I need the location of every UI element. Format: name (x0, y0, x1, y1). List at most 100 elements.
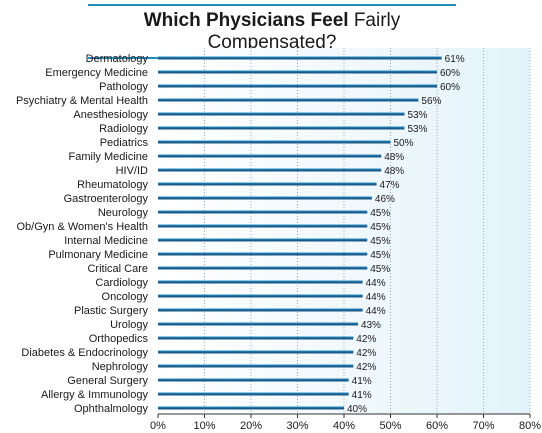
value-label: 41% (352, 376, 372, 387)
bar (158, 70, 437, 74)
bar (158, 378, 349, 382)
bar (158, 322, 358, 326)
value-label: 44% (366, 306, 386, 317)
x-tick-label: 60% (426, 420, 448, 432)
category-label: Radiology (99, 123, 148, 135)
category-label: Pathology (99, 81, 148, 93)
value-label: 53% (407, 124, 427, 135)
bar (158, 364, 354, 368)
bar-highlight (158, 406, 344, 408)
value-label: 61% (445, 54, 465, 65)
bar (158, 238, 368, 242)
bar (158, 168, 382, 172)
bar-highlight (158, 140, 391, 142)
value-label: 42% (356, 362, 376, 373)
bar-highlight (158, 126, 405, 128)
category-label: Anesthesiology (73, 109, 148, 121)
bar (158, 350, 354, 354)
bar-highlight (158, 210, 368, 212)
bar (158, 280, 363, 284)
bar (158, 392, 349, 396)
bar (158, 196, 372, 200)
value-label: 56% (421, 96, 441, 107)
value-labels: 61% 60% 60% 56% 53% 53% 50% 48% 48% 47% 46% 45% 45% 4… (347, 54, 465, 415)
x-tick-label: 20% (240, 420, 262, 432)
x-tick-label: 10% (193, 420, 215, 432)
value-label: 48% (384, 166, 404, 177)
category-label: Nephrology (92, 361, 149, 373)
category-label: General Surgery (67, 375, 148, 387)
bar-highlight (158, 336, 354, 338)
bar-highlight (158, 70, 437, 72)
bar (158, 112, 405, 116)
bar-highlight (158, 280, 363, 282)
bar (158, 126, 405, 130)
bar-highlight (158, 364, 354, 366)
value-label: 42% (356, 348, 376, 359)
bar (158, 406, 344, 410)
gridlines (204, 48, 531, 414)
bar (158, 154, 382, 158)
bar (158, 252, 368, 256)
category-label: Oncology (102, 291, 149, 303)
category-label: Diabetes & Endocrinology (21, 347, 148, 359)
bar-highlight (158, 98, 419, 100)
bars (158, 56, 442, 410)
bar-highlight (158, 196, 372, 198)
bar-highlight (158, 56, 442, 58)
value-label: 53% (407, 110, 427, 121)
bar-highlight (158, 112, 405, 114)
value-label: 44% (366, 292, 386, 303)
bar (158, 98, 419, 102)
bar-highlight (158, 322, 358, 324)
category-label: Gastroenterology (64, 193, 149, 205)
value-label: 41% (352, 390, 372, 401)
chart-title-bold: Which Physicians Feel (143, 10, 349, 31)
bar-highlight (158, 168, 382, 170)
category-label: Orthopedics (89, 333, 149, 345)
x-tick-label: 30% (286, 420, 308, 432)
category-label: Urology (110, 319, 148, 331)
x-tick-label: 0% (150, 420, 166, 432)
value-label: 45% (370, 236, 390, 247)
value-label: 50% (394, 138, 414, 149)
bar (158, 84, 437, 88)
value-label: 45% (370, 250, 390, 261)
bar-highlight (158, 294, 363, 296)
bar-highlight (158, 238, 368, 240)
bar (158, 266, 368, 270)
bar (158, 336, 354, 340)
category-label: HIV/ID (116, 165, 148, 177)
value-label: 60% (440, 68, 460, 79)
category-label: Dermatology (86, 53, 149, 65)
value-label: 45% (370, 222, 390, 233)
value-label: 43% (361, 320, 381, 331)
value-label: 45% (370, 208, 390, 219)
category-label: Emergency Medicine (45, 67, 148, 79)
category-label: Internal Medicine (64, 235, 148, 247)
bar (158, 308, 363, 312)
chart-title-rest: Fairly Compensated? (207, 10, 401, 53)
bar (158, 210, 368, 214)
category-labels: Dermatology Emergency Medicine Pathology Ps… (16, 53, 149, 415)
category-label: Critical Care (87, 263, 148, 275)
bar (158, 140, 391, 144)
category-label: Pediatrics (100, 137, 149, 149)
bar-highlight (158, 350, 354, 352)
bar-highlight (158, 378, 349, 380)
x-tick-label: 70% (472, 420, 494, 432)
value-label: 44% (366, 278, 386, 289)
bar-highlight (158, 154, 382, 156)
value-label: 40% (347, 404, 367, 415)
category-label: Psychiatry & Mental Health (16, 95, 148, 107)
x-axis-ticks: 0% 10% 20% 30% 40% 50% 60% 70% 80% (150, 414, 541, 432)
bar-highlight (158, 308, 363, 310)
category-label: Plastic Surgery (74, 305, 148, 317)
value-label: 48% (384, 152, 404, 163)
value-label: 60% (440, 82, 460, 93)
bar-highlight (158, 224, 368, 226)
bar-highlight (158, 392, 349, 394)
value-label: 47% (380, 180, 400, 191)
value-label: 42% (356, 334, 376, 345)
bar (158, 182, 377, 186)
